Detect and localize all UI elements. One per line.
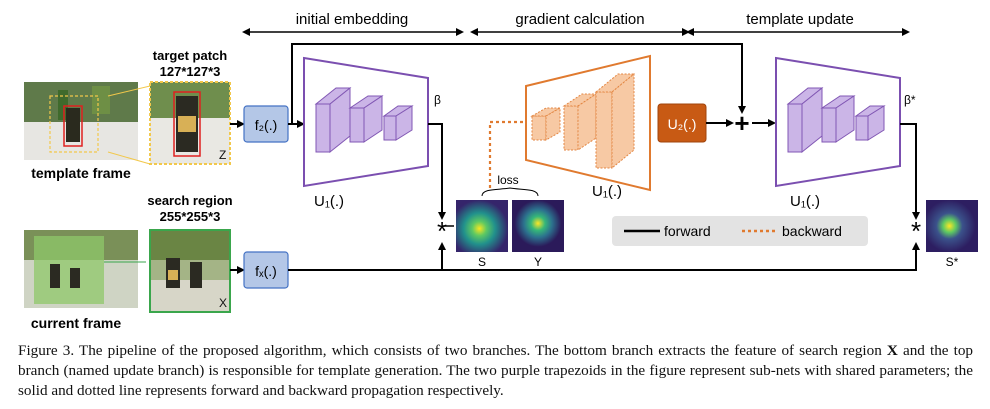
svg-text:S*: S* xyxy=(946,255,959,269)
beta-label: β xyxy=(434,93,441,107)
legend: forward backward xyxy=(612,216,868,246)
pipeline-figure: initial embedding gradient calculation t… xyxy=(24,11,978,331)
legend-backward: backward xyxy=(782,223,842,239)
response-map-s-star: S* xyxy=(926,200,978,269)
u1-label: U₁(.) xyxy=(314,193,344,210)
f2-label: f₂(.) xyxy=(255,117,278,133)
target-patch-symbol: Z xyxy=(219,148,226,162)
svg-text:gradient calculation: gradient calculation xyxy=(515,11,644,28)
search-region-title: search region xyxy=(147,193,232,208)
u2-label: U₂(.) xyxy=(668,116,697,132)
caption-lead: Figure 3. The pipeline of the proposed a… xyxy=(18,342,882,359)
fx-label: fₓ(.) xyxy=(255,263,277,279)
u1-subnet-initial: U₁(.) β xyxy=(303,56,441,210)
search-region-symbol: X xyxy=(219,296,227,310)
current-frame-label: current frame xyxy=(31,315,121,331)
legend-forward: forward xyxy=(664,223,711,239)
beta-star-label: β* xyxy=(904,93,916,107)
caption-symbol: X xyxy=(886,342,898,359)
response-map-s: S xyxy=(456,200,508,269)
u1-label: U₁(.) xyxy=(592,183,622,200)
correlation-star-2: * xyxy=(911,216,921,246)
fx-block: fₓ(.) xyxy=(243,251,289,289)
search-region-size: 255*255*3 xyxy=(160,209,221,224)
loss-label: loss xyxy=(497,173,518,187)
f2-block: f₂(.) xyxy=(243,105,289,143)
correlation-star-1: * xyxy=(437,216,447,246)
current-frame-image xyxy=(24,230,138,308)
figure-caption: Figure 3. The pipeline of the proposed a… xyxy=(18,341,973,401)
target-patch-size: 127*127*3 xyxy=(160,64,221,79)
svg-text:initial embedding: initial embedding xyxy=(296,11,409,28)
target-patch-image: Z xyxy=(149,81,231,165)
svg-text:Y: Y xyxy=(534,255,542,269)
caption-rest: and the top branch (named update branch)… xyxy=(18,342,974,399)
phase-header-gradient-calculation: gradient calculation xyxy=(470,11,690,36)
search-region-image: X xyxy=(149,229,231,313)
u1-subnet-gradient: U₁(.) xyxy=(525,54,651,200)
plus-operator: + xyxy=(734,108,749,138)
u2-block: U₂(.) xyxy=(657,103,707,143)
phase-header-template-update: template update xyxy=(686,11,910,36)
template-frame-image xyxy=(24,82,138,160)
svg-text:template update: template update xyxy=(746,11,854,28)
u1-label: U₁(.) xyxy=(790,193,820,210)
svg-text:S: S xyxy=(478,255,486,269)
u1-subnet-update: U₁(.) β* xyxy=(775,56,916,210)
label-map-y: Y xyxy=(512,200,564,269)
phase-header-initial-embedding: initial embedding xyxy=(242,11,464,36)
target-patch-title: target patch xyxy=(153,48,227,63)
template-frame-label: template frame xyxy=(31,165,131,181)
